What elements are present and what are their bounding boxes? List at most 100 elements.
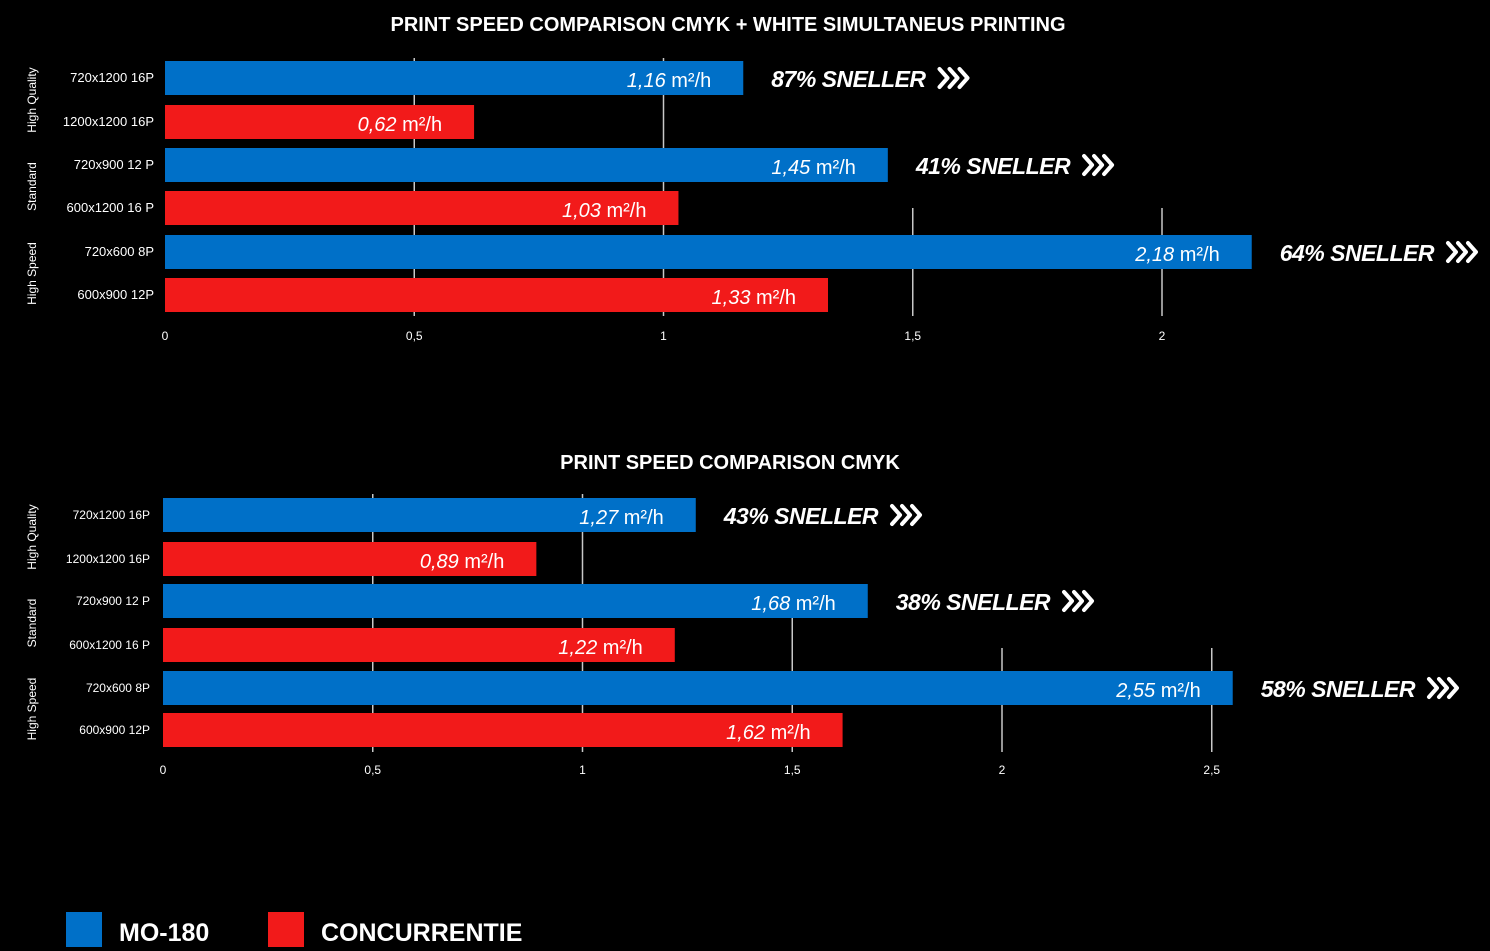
chart-title: PRINT SPEED COMPARISON CMYK + WHITE SIMU… [390, 14, 1065, 36]
bar [163, 542, 537, 576]
chevron-icon [937, 67, 950, 89]
bar [163, 498, 696, 532]
value-number: 1,03 [562, 200, 606, 222]
bar [165, 105, 475, 139]
chevron-icon [890, 504, 903, 526]
x-tick-label: 2,5 [1203, 763, 1220, 777]
x-tick-label: 2 [1159, 329, 1166, 343]
bar [163, 713, 843, 747]
value-label: 2,55 m²/h [1115, 680, 1200, 702]
value-unit: m²/h [402, 114, 442, 136]
sneller-badge: 43% SNELLER [723, 503, 879, 529]
row-label: 720x1200 16P [70, 70, 154, 85]
value-label: 1,03 m²/h [562, 200, 646, 222]
bar [163, 628, 675, 662]
chevron-icon [1082, 590, 1095, 612]
chevron-icon [1446, 677, 1459, 699]
bar [165, 191, 679, 225]
value-unit: m²/h [771, 722, 811, 744]
value-unit: m²/h [603, 637, 643, 659]
sneller-badge: 64% SNELLER [1280, 240, 1435, 266]
bar [165, 148, 888, 182]
x-tick-label: 0,5 [406, 329, 423, 343]
value-number: 0,62 [358, 114, 402, 136]
value-number: 1,62 [726, 722, 770, 744]
row-label: 600x900 12P [79, 723, 150, 737]
value-label: 1,22 m²/h [558, 637, 642, 659]
value-number: 1,68 [751, 593, 795, 615]
chevron-icon [1102, 154, 1115, 176]
legend-item-concurrentie: CONCURRENTIE [268, 912, 522, 947]
group-label: High Quality [25, 504, 39, 569]
group-label: High Speed [25, 678, 39, 741]
bar [165, 61, 744, 95]
value-number: 1,33 [712, 287, 756, 309]
row-label: 720x1200 16P [73, 508, 150, 522]
bar [165, 278, 829, 312]
legend-label-concurrentie: CONCURRENTIE [321, 919, 523, 947]
chevron-icon [1426, 677, 1439, 699]
value-unit: m²/h [756, 287, 796, 309]
bar [165, 235, 1252, 269]
chart-title: PRINT SPEED COMPARISON CMYK [560, 452, 900, 474]
value-number: 0,89 [420, 551, 464, 573]
value-label: 2,18 m²/h [1134, 244, 1219, 266]
value-number: 2,18 [1134, 244, 1179, 266]
x-tick-label: 2 [999, 763, 1006, 777]
value-label: 0,62 m²/h [358, 114, 442, 136]
chevron-icon [910, 504, 923, 526]
legend-swatch-concurrentie [268, 912, 304, 947]
bar [163, 671, 1233, 705]
value-number: 1,16 [627, 70, 671, 92]
x-tick-label: 1,5 [784, 763, 801, 777]
x-tick-label: 0 [162, 329, 169, 343]
legend-label-mo-180: MO-180 [119, 919, 210, 947]
group-label: Standard [25, 162, 39, 211]
chevron-icon [1072, 590, 1085, 612]
sneller-badge: 58% SNELLER [1261, 676, 1416, 702]
value-number: 1,27 [579, 507, 623, 529]
x-tick-label: 0,5 [364, 763, 381, 777]
legend-swatch-mo-180 [66, 912, 102, 947]
row-label: 1200x1200 16P [63, 114, 154, 129]
chevron-icon [1465, 241, 1478, 263]
sneller-badge: 41% SNELLER [915, 153, 1071, 179]
value-number: 2,55 [1115, 680, 1160, 702]
chevron-icon [1092, 154, 1105, 176]
value-label: 1,27 m²/h [579, 507, 663, 529]
chevron-icon [1445, 241, 1458, 263]
chevron-icon [957, 67, 970, 89]
x-tick-label: 1 [579, 763, 586, 777]
chevron-icon [1062, 590, 1075, 612]
chevron-icon [1082, 154, 1095, 176]
value-unit: m²/h [796, 593, 836, 615]
value-label: 1,45 m²/h [771, 157, 855, 179]
value-unit: m²/h [816, 157, 856, 179]
row-label: 1200x1200 16P [66, 552, 150, 566]
row-label: 600x1200 16 P [67, 200, 154, 215]
value-unit: m²/h [464, 551, 504, 573]
sneller-badge: 38% SNELLER [896, 589, 1051, 615]
row-label: 720x600 8P [86, 681, 150, 695]
sneller-badge: 87% SNELLER [771, 66, 926, 92]
group-label: High Quality [25, 67, 39, 132]
value-label: 0,89 m²/h [420, 551, 504, 573]
value-number: 1,22 [558, 637, 602, 659]
value-label: 1,62 m²/h [726, 722, 810, 744]
x-tick-label: 1,5 [904, 329, 921, 343]
bar [163, 584, 868, 618]
value-unit: m²/h [624, 507, 664, 529]
row-label: 720x600 8P [85, 244, 154, 259]
group-label: High Speed [25, 242, 39, 305]
value-unit: m²/h [1161, 680, 1201, 702]
value-label: 1,68 m²/h [751, 593, 835, 615]
value-unit: m²/h [606, 200, 646, 222]
x-tick-label: 1 [660, 329, 667, 343]
value-unit: m²/h [1180, 244, 1220, 266]
value-label: 1,33 m²/h [712, 287, 796, 309]
chevron-icon [1455, 241, 1468, 263]
chevron-icon [947, 67, 960, 89]
value-number: 1,45 [771, 157, 815, 179]
